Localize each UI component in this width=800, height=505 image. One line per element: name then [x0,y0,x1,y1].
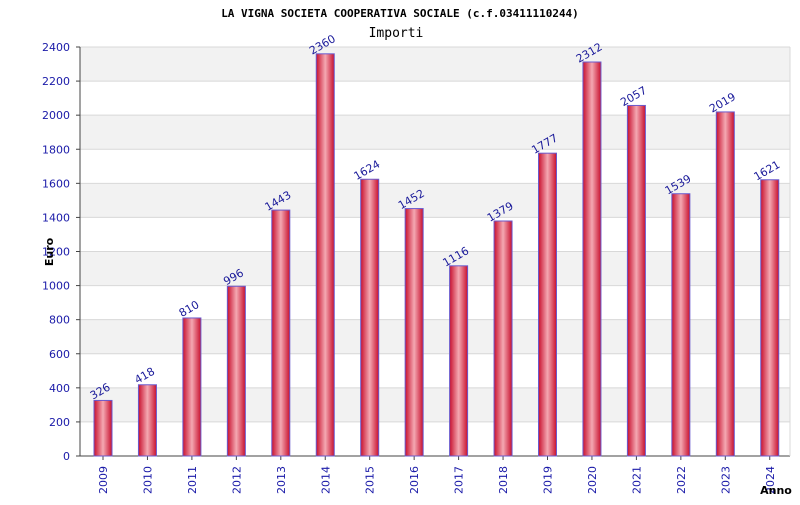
x-tick-label: 2009 [97,466,110,494]
bar-2017 [449,265,469,457]
y-tick-label: 2400 [42,41,70,54]
bar-2016 [404,208,424,457]
bar-2021 [626,104,646,457]
y-axis-label: Euro [43,237,56,266]
x-tick-label: 2016 [408,466,421,494]
x-tick-label: 2024 [764,466,777,494]
y-tick-label: 600 [49,348,70,361]
x-axis-label: Anno [760,484,792,497]
y-tick-label: 0 [63,450,70,463]
x-tick-label: 2017 [453,466,466,494]
grid-band [80,115,790,150]
value-label: 418 [132,365,157,387]
bar-2013 [271,209,291,457]
x-tick-label: 2015 [364,466,377,494]
chart-title: LA VIGNA SOCIETA COOPERATIVA SOCIALE (c.… [221,7,579,20]
bar-2011 [182,317,202,457]
bar-2010 [137,384,157,457]
bar-2023 [715,111,735,457]
y-tick-label: 1600 [42,177,70,190]
y-tick-label: 200 [49,416,70,429]
x-tick-label: 2019 [542,466,555,494]
x-tick-label: 2020 [586,466,599,494]
x-tick-label: 2013 [275,466,288,494]
chart-subtitle: Importi [369,26,424,41]
bar-2015 [360,178,380,457]
bar-2014 [315,53,335,457]
bar-2018 [493,220,513,457]
x-tick-label: 2014 [319,466,332,494]
y-tick-label: 1000 [42,280,70,293]
bar-2024 [760,179,780,457]
bar-2020 [582,61,602,457]
x-tick-label: 2012 [230,466,243,494]
value-label: 810 [177,298,202,320]
bar-2009 [93,399,113,457]
y-tick-label: 2000 [42,109,70,122]
bar-2012 [226,285,246,457]
x-tick-label: 2010 [141,466,154,494]
y-tick-label: 400 [49,382,70,395]
grid-band [80,47,790,82]
bar-2019 [538,152,557,457]
x-tick-label: 2011 [186,466,199,494]
y-tick-label: 2200 [42,75,70,88]
bar-2022 [671,193,691,457]
x-tick-label: 2023 [719,466,732,494]
y-tick-label: 1400 [42,211,70,224]
x-tick-label: 2022 [675,466,688,494]
y-tick-label: 1800 [42,143,70,156]
y-tick-label: 800 [49,314,70,327]
x-tick-label: 2018 [497,466,510,494]
y-tick-label: 1200 [42,246,70,259]
x-tick-label: 2021 [630,466,643,494]
